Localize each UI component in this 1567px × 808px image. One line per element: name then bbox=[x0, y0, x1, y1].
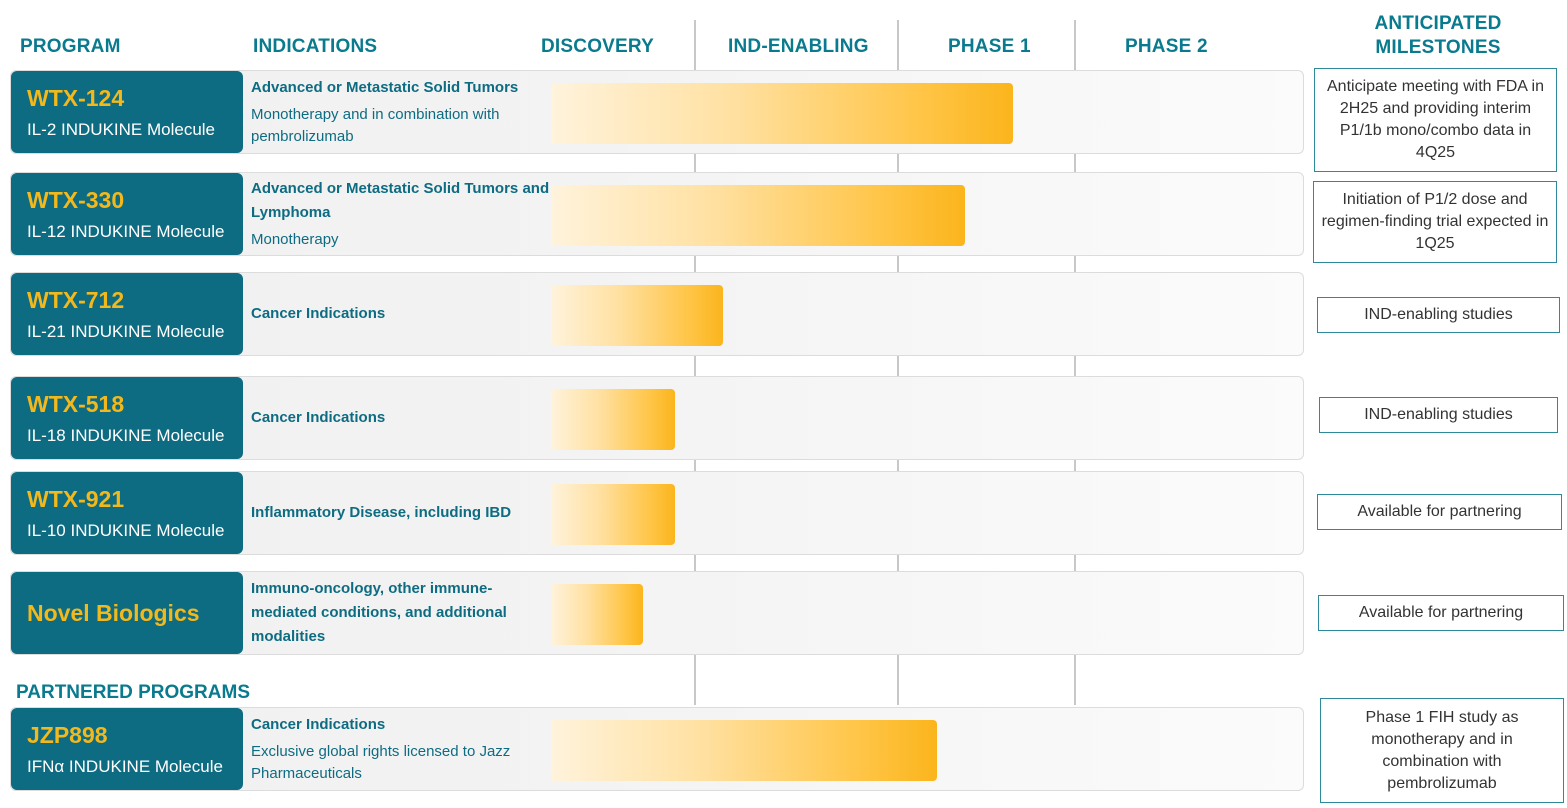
progress-bar bbox=[551, 285, 724, 346]
stage-divider-1 bbox=[694, 20, 696, 705]
milestone-text: IND-enabling studies bbox=[1364, 306, 1513, 323]
program-subtitle: IL-18 INDUKINE Molecule bbox=[27, 426, 225, 445]
milestone-text: Available for partnering bbox=[1357, 503, 1522, 520]
progress-bar bbox=[551, 83, 1014, 144]
indication-cell: Advanced or Metastatic Solid Tumors Monot… bbox=[251, 71, 551, 153]
indication-text: Inflammatory Disease, including IBD bbox=[251, 504, 512, 521]
header-phase-1: PHASE 1 bbox=[948, 36, 1031, 57]
pipeline-row: WTX-712 IL-21 INDUKINE Molecule Cancer Ind… bbox=[10, 272, 1304, 356]
header-ind-enabling: IND-ENABLING bbox=[728, 36, 869, 57]
indication-subtext: Monotherapy and in combination with pemb… bbox=[251, 106, 500, 145]
program-block: JZP898 IFNα INDUKINE Molecule bbox=[11, 708, 243, 790]
milestone-box: Initiation of P1/2 dose and regimen-find… bbox=[1313, 181, 1557, 263]
program-name: WTX-124 bbox=[27, 85, 125, 111]
indication-cell: Cancer Indications bbox=[251, 273, 551, 355]
indication-cell: Cancer Indications Exclusive global right… bbox=[251, 708, 551, 790]
progress-bar bbox=[551, 389, 675, 450]
program-block: WTX-712 IL-21 INDUKINE Molecule bbox=[11, 273, 243, 355]
header-milestones-line2: MILESTONES bbox=[1375, 37, 1501, 58]
program-name: WTX-330 bbox=[27, 187, 125, 213]
program-name: WTX-921 bbox=[27, 486, 125, 512]
indication-text: Cancer Indications bbox=[251, 409, 386, 426]
indication-cell: Advanced or Metastatic Solid Tumors and … bbox=[251, 173, 551, 255]
header-milestones-line1: ANTICIPATED bbox=[1374, 13, 1502, 34]
indication-text: Advanced or Metastatic Solid Tumors bbox=[251, 79, 519, 96]
program-subtitle: IL-21 INDUKINE Molecule bbox=[27, 322, 225, 341]
milestone-text: Anticipate meeting with FDA in 2H25 and … bbox=[1327, 78, 1544, 161]
program-block: WTX-518 IL-18 INDUKINE Molecule bbox=[11, 377, 243, 459]
milestone-text: Phase 1 FIH study as monotherapy and in … bbox=[1365, 708, 1519, 792]
indication-subtext: Exclusive global rights licensed to Jazz… bbox=[251, 743, 511, 782]
milestone-box: Phase 1 FIH study as monotherapy and in … bbox=[1320, 698, 1564, 803]
pipeline-row: WTX-330 IL-12 INDUKINE Molecule Advanced o… bbox=[10, 172, 1304, 256]
program-block: WTX-124 IL-2 INDUKINE Molecule bbox=[11, 71, 243, 153]
header-indications: INDICATIONS bbox=[253, 36, 378, 57]
progress-bar bbox=[551, 185, 966, 246]
pipeline-row: JZP898 IFNα INDUKINE Molecule Cancer Indic… bbox=[10, 707, 1304, 791]
program-block: Novel Biologics bbox=[11, 572, 243, 654]
header-discovery: DISCOVERY bbox=[541, 36, 655, 57]
milestone-text: IND-enabling studies bbox=[1364, 406, 1513, 423]
stage-divider-2 bbox=[897, 20, 899, 705]
indication-cell: Inflammatory Disease, including IBD bbox=[251, 472, 551, 554]
indication-cell: Immuno-oncology, other immune-mediated c… bbox=[251, 572, 551, 654]
indication-text: Advanced or Metastatic Solid Tumors and … bbox=[251, 180, 550, 221]
progress-bar bbox=[551, 584, 644, 645]
milestone-box: Anticipate meeting with FDA in 2H25 and … bbox=[1314, 68, 1557, 172]
pipeline-row: WTX-124 IL-2 INDUKINE Molecule Advanced or… bbox=[10, 70, 1304, 154]
progress-bar bbox=[551, 720, 937, 781]
indication-text: Cancer Indications bbox=[251, 305, 386, 322]
program-block: WTX-921 IL-10 INDUKINE Molecule bbox=[11, 472, 243, 554]
pipeline-row: WTX-518 IL-18 INDUKINE Molecule Cancer Ind… bbox=[10, 376, 1304, 460]
milestone-box: Available for partnering bbox=[1318, 595, 1564, 631]
header-anticipated-milestones: ANTICIPATED MILESTONES bbox=[1318, 12, 1558, 60]
milestone-text: Available for partnering bbox=[1358, 604, 1524, 621]
indication-cell: Cancer Indications bbox=[251, 377, 551, 459]
milestone-box: IND-enabling studies bbox=[1317, 297, 1560, 333]
program-subtitle: IL-10 INDUKINE Molecule bbox=[27, 521, 225, 540]
indication-text: Cancer Indications bbox=[251, 716, 386, 733]
program-subtitle: IFNα INDUKINE Molecule bbox=[27, 757, 223, 776]
pipeline-row: Novel Biologics Immuno-oncology, other im… bbox=[10, 571, 1304, 655]
program-name: Novel Biologics bbox=[27, 600, 200, 626]
milestone-box: Available for partnering bbox=[1317, 494, 1562, 530]
milestone-text: Initiation of P1/2 dose and regimen-find… bbox=[1321, 191, 1549, 252]
program-name: WTX-712 bbox=[27, 287, 125, 313]
pipeline-row: WTX-921 IL-10 INDUKINE Molecule Inflammato… bbox=[10, 471, 1304, 555]
partnered-programs-label: PARTNERED PROGRAMS bbox=[16, 682, 250, 703]
header-phase-2: PHASE 2 bbox=[1125, 36, 1208, 57]
program-subtitle: IL-2 INDUKINE Molecule bbox=[27, 120, 216, 139]
milestone-box: IND-enabling studies bbox=[1319, 397, 1558, 433]
indication-text: Immuno-oncology, other immune-mediated c… bbox=[251, 580, 507, 645]
indication-subtext: Monotherapy bbox=[251, 231, 339, 248]
program-name: JZP898 bbox=[27, 722, 108, 748]
program-name: WTX-518 bbox=[27, 391, 125, 417]
program-block: WTX-330 IL-12 INDUKINE Molecule bbox=[11, 173, 243, 255]
program-subtitle: IL-12 INDUKINE Molecule bbox=[27, 222, 225, 241]
progress-bar bbox=[551, 484, 675, 545]
header-program: PROGRAM bbox=[20, 36, 121, 57]
stage-divider-3 bbox=[1074, 20, 1076, 705]
